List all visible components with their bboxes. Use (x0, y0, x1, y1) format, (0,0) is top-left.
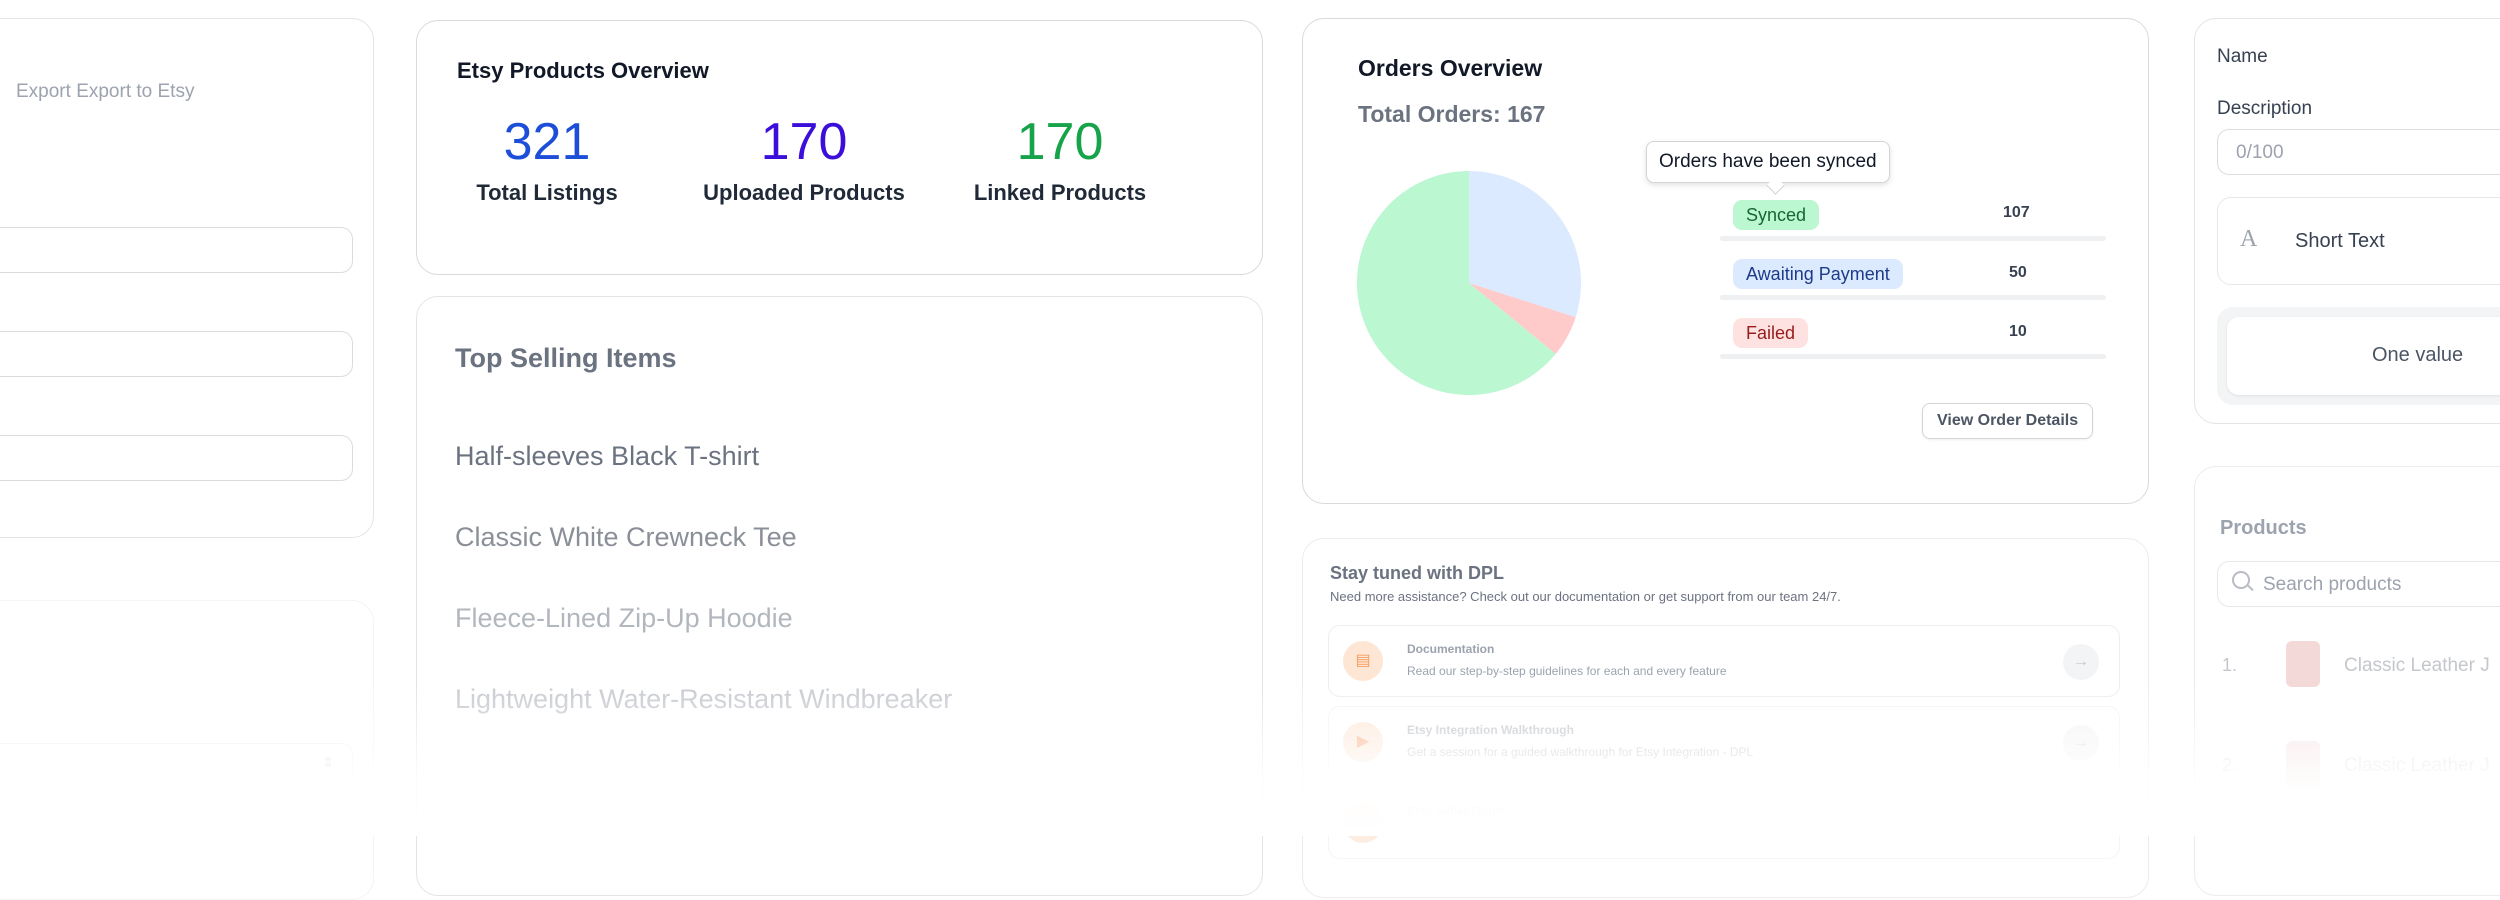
product-index: 2. (2222, 755, 2238, 775)
status-row-divider (1720, 354, 2106, 359)
top-selling-item[interactable]: Half-sleeves Black T-shirt (455, 441, 760, 471)
product-thumbnail (2286, 641, 2320, 687)
synced-tooltip: Orders have been synced (1646, 141, 1890, 183)
search-placeholder: Search products (2263, 574, 2402, 595)
product-list-item[interactable]: 2. Classic Leather J (2220, 737, 2500, 793)
guide-icon (1343, 803, 1383, 843)
pie-slice-awaiting-payment (1469, 171, 1581, 318)
select-chevron-icon: ⇕ (322, 754, 334, 770)
products-title: Products (2220, 517, 2307, 539)
top-selling-item[interactable]: Classic White Crewneck Tee (455, 522, 797, 552)
pie-slice-synced (1357, 171, 1556, 395)
tooltip-text: Orders have been synced (1659, 151, 1877, 172)
short-text-label: Short Text (2295, 230, 2385, 252)
search-icon (2232, 571, 2250, 589)
left-select[interactable]: ⇕ (0, 743, 353, 787)
dpl-subtitle: Need more assistance? Check out our docu… (1330, 589, 1841, 604)
one-value-option[interactable]: One value (2227, 317, 2500, 395)
dpl-item-seller-guide[interactable]: Etsy Seller Guide (1328, 787, 2120, 859)
top-selling-card: Top Selling Items Half-sleeves Black T-s… (416, 296, 1263, 896)
etsy-overview-card: Etsy Products Overview 321 Total Listing… (416, 20, 1263, 275)
search-icon-handle (2247, 584, 2254, 592)
export-settings-card: Export Export to Etsy (0, 18, 374, 538)
export-label: Export Export to Etsy (16, 81, 195, 102)
top-selling-item[interactable]: Fleece-Lined Zip-Up Hoodie (455, 603, 793, 633)
top-selling-title: Top Selling Items (455, 343, 677, 373)
status-badge-synced: Synced (1733, 200, 1820, 230)
products-card: Products Search products 1. Classic Leat… (2194, 466, 2500, 896)
pie-slice-failed (1469, 283, 1576, 355)
status-count-synced: 107 (2003, 204, 2030, 221)
stat-linked-products: 170 Linked Products (930, 116, 1190, 206)
dpl-item-title: Etsy Integration Walkthrough (1407, 723, 1574, 737)
description-label: Description (2217, 98, 2313, 119)
stat-label: Total Listings (476, 180, 618, 205)
status-count-failed: 10 (2009, 323, 2027, 340)
arrow-right-icon[interactable]: → (2063, 644, 2099, 680)
orders-pie-chart (1357, 171, 1581, 395)
stat-value: 170 (1016, 113, 1104, 171)
status-badge-failed: Failed (1733, 318, 1809, 348)
stat-label: Uploaded Products (703, 180, 905, 205)
product-search-input[interactable]: Search products (2217, 561, 2500, 607)
field-type-short-text[interactable]: A Short Text (2217, 197, 2500, 285)
arrow-right-icon[interactable]: → (2063, 725, 2099, 761)
product-name: Classic Leather J (2344, 655, 2490, 676)
stat-label: Linked Products (973, 180, 1147, 205)
dpl-item-title: Documentation (1407, 642, 1495, 656)
stat-value: 170 (760, 113, 848, 171)
view-order-details-button[interactable]: View Order Details (1922, 403, 2094, 439)
status-count-awaiting-payment: 50 (2009, 264, 2027, 281)
export-field-3[interactable] (0, 435, 353, 481)
dpl-item-desc: Get a session for a guided walkthrough f… (1407, 745, 1754, 759)
status-row-divider (1720, 236, 2106, 241)
dpl-item-walkthrough[interactable]: ▶ Etsy Integration Walkthrough Get a ses… (1328, 706, 2120, 778)
dpl-item-desc: Read our step-by-step guidelines for eac… (1407, 664, 1727, 678)
description-input[interactable]: 0/100 (2217, 129, 2500, 175)
top-selling-item[interactable]: Lightweight Water-Resistant Windbreaker (455, 684, 953, 714)
product-list-item[interactable]: 1. Classic Leather J (2220, 637, 2500, 693)
value-mode-panel: One value (2217, 307, 2500, 405)
status-row-divider (1720, 295, 2106, 300)
field-settings-card: Name Description 0/100 A Short Text One … (2194, 18, 2500, 424)
stat-uploaded-products: 170 Uploaded Products (674, 116, 934, 206)
text-type-icon: A (2240, 226, 2258, 252)
video-icon: ▶ (1343, 722, 1383, 762)
product-index: 1. (2222, 655, 2238, 675)
export-field-2[interactable] (0, 331, 353, 377)
orders-overview-card: Orders Overview Total Orders: 167 Orders… (1302, 18, 2149, 504)
dpl-item-documentation[interactable]: ▤ Documentation Read our step-by-step gu… (1328, 625, 2120, 697)
orders-title: Orders Overview (1358, 55, 1543, 81)
dpl-title: Stay tuned with DPL (1330, 563, 1505, 583)
one-value-label: One value (2372, 344, 2464, 366)
orders-total: Total Orders: 167 (1358, 101, 1546, 127)
etsy-overview-title: Etsy Products Overview (457, 58, 709, 83)
product-name: Classic Leather J (2344, 755, 2490, 776)
status-badge-awaiting-payment: Awaiting Payment (1733, 259, 1903, 289)
dpl-support-card: Stay tuned with DPL Need more assistance… (1302, 538, 2149, 898)
document-icon: ▤ (1343, 641, 1383, 681)
export-field-1[interactable] (0, 227, 353, 273)
description-counter: 0/100 (2236, 142, 2284, 163)
dpl-item-title: Etsy Seller Guide (1407, 804, 1506, 818)
stat-total-listings: 321 Total Listings (417, 116, 677, 206)
stat-value: 321 (503, 113, 591, 171)
product-thumbnail (2286, 741, 2320, 787)
name-label: Name (2217, 46, 2268, 67)
left-lower-card: ⇕ (0, 600, 374, 900)
